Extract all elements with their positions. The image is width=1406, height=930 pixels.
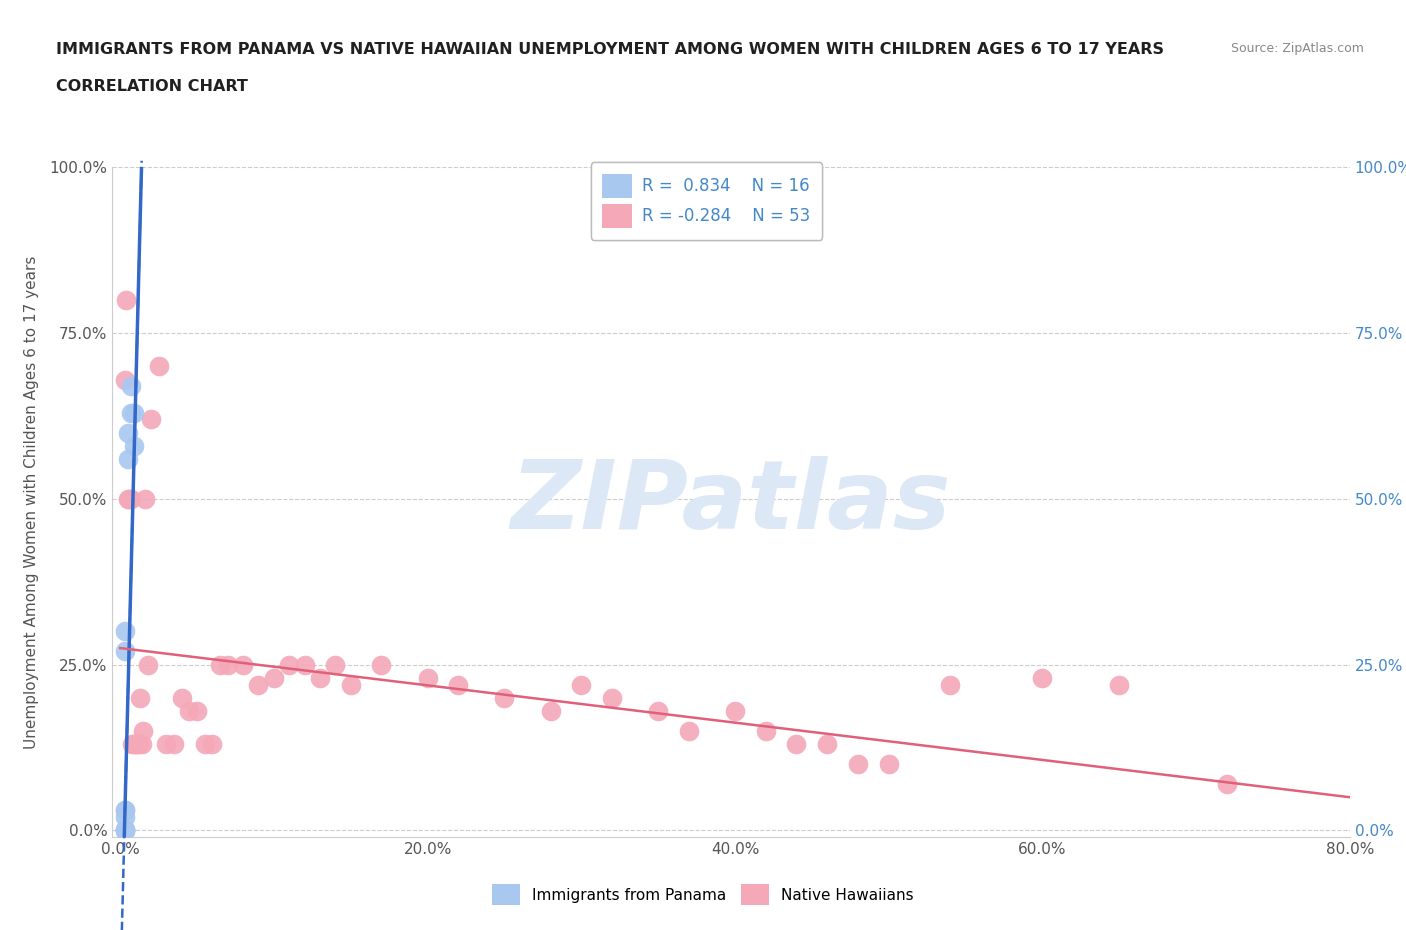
Point bbox=[194, 737, 217, 751]
Point bbox=[114, 644, 136, 658]
Text: ZIPatlas: ZIPatlas bbox=[510, 456, 952, 549]
Point bbox=[114, 823, 136, 838]
Point bbox=[217, 658, 239, 672]
Point bbox=[155, 737, 177, 751]
Point bbox=[114, 803, 136, 817]
Point bbox=[179, 704, 201, 719]
Point bbox=[815, 737, 838, 751]
Point bbox=[494, 690, 516, 705]
Point bbox=[755, 724, 778, 738]
Point bbox=[114, 372, 136, 387]
Point bbox=[600, 690, 623, 705]
Point bbox=[120, 491, 142, 506]
Point bbox=[647, 704, 669, 719]
Point bbox=[447, 677, 470, 692]
Point bbox=[186, 704, 208, 719]
Point bbox=[247, 677, 270, 692]
Point bbox=[131, 737, 153, 751]
Point bbox=[170, 690, 193, 705]
Point bbox=[148, 359, 170, 374]
Point bbox=[209, 658, 232, 672]
Point bbox=[122, 405, 145, 420]
Point bbox=[139, 412, 162, 427]
Point bbox=[121, 737, 143, 751]
Point bbox=[114, 823, 136, 838]
Legend: R =  0.834    N = 16, R = -0.284    N = 53: R = 0.834 N = 16, R = -0.284 N = 53 bbox=[591, 163, 823, 240]
Point bbox=[114, 624, 136, 639]
Point bbox=[120, 379, 142, 393]
Point bbox=[1031, 671, 1053, 685]
Point bbox=[136, 658, 159, 672]
Text: CORRELATION CHART: CORRELATION CHART bbox=[56, 79, 247, 94]
Point bbox=[117, 491, 139, 506]
Point bbox=[124, 737, 146, 751]
Point bbox=[122, 438, 145, 453]
Point bbox=[117, 452, 139, 467]
Point bbox=[294, 658, 316, 672]
Point bbox=[163, 737, 186, 751]
Point bbox=[128, 737, 150, 751]
Point bbox=[114, 823, 136, 838]
Point bbox=[115, 293, 138, 308]
Text: IMMIGRANTS FROM PANAMA VS NATIVE HAWAIIAN UNEMPLOYMENT AMONG WOMEN WITH CHILDREN: IMMIGRANTS FROM PANAMA VS NATIVE HAWAIIA… bbox=[56, 42, 1164, 57]
Point bbox=[114, 803, 136, 817]
Point bbox=[122, 737, 145, 751]
Point bbox=[939, 677, 962, 692]
Point bbox=[263, 671, 285, 685]
Point bbox=[416, 671, 439, 685]
Point bbox=[569, 677, 592, 692]
Point bbox=[370, 658, 392, 672]
Point bbox=[201, 737, 224, 751]
Point bbox=[132, 724, 155, 738]
Point bbox=[232, 658, 254, 672]
Point bbox=[678, 724, 700, 738]
Point bbox=[114, 810, 136, 825]
Y-axis label: Unemployment Among Women with Children Ages 6 to 17 years: Unemployment Among Women with Children A… bbox=[24, 256, 38, 749]
Point bbox=[114, 823, 136, 838]
Text: Source: ZipAtlas.com: Source: ZipAtlas.com bbox=[1230, 42, 1364, 55]
Point bbox=[1108, 677, 1130, 692]
Point bbox=[129, 690, 152, 705]
Point bbox=[1216, 777, 1239, 791]
Point bbox=[117, 425, 139, 440]
Point bbox=[724, 704, 747, 719]
Point bbox=[120, 405, 142, 420]
Point bbox=[785, 737, 807, 751]
Point bbox=[339, 677, 361, 692]
Point bbox=[540, 704, 562, 719]
Point bbox=[309, 671, 332, 685]
Point bbox=[134, 491, 156, 506]
Point bbox=[125, 737, 148, 751]
Point bbox=[877, 757, 900, 772]
Point bbox=[278, 658, 301, 672]
Point bbox=[118, 491, 141, 506]
Point bbox=[114, 823, 136, 838]
Point bbox=[325, 658, 347, 672]
Legend: Immigrants from Panama, Native Hawaiians: Immigrants from Panama, Native Hawaiians bbox=[485, 876, 921, 913]
Point bbox=[846, 757, 869, 772]
